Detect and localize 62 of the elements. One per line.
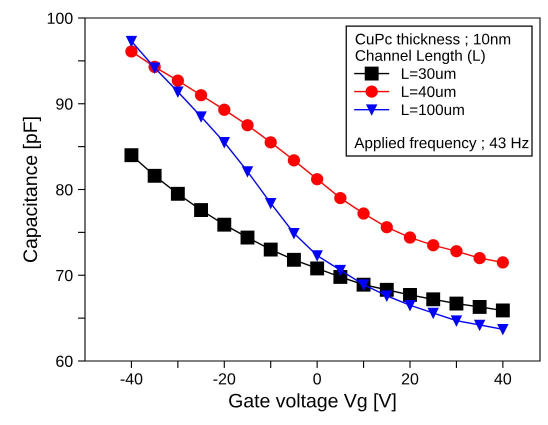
point (404, 231, 416, 244)
point (264, 242, 278, 256)
point (426, 292, 440, 306)
point (449, 296, 464, 310)
point (474, 252, 486, 264)
y-axis-title: Capacitance [pF] (22, 117, 41, 262)
point (196, 111, 206, 122)
point (125, 45, 138, 58)
point (357, 207, 370, 220)
point (124, 148, 138, 162)
point (404, 300, 416, 311)
point (218, 104, 230, 116)
y-tick-label: 80 (56, 184, 73, 196)
point (334, 192, 346, 204)
point (288, 154, 300, 166)
point (472, 300, 487, 314)
point (265, 198, 276, 208)
point (451, 315, 462, 326)
point (403, 288, 417, 302)
point (194, 203, 208, 218)
point (194, 89, 208, 102)
x-axis-title: Gate voltage Vg [V] (229, 393, 396, 412)
point (286, 252, 301, 267)
point (496, 256, 509, 268)
point (312, 250, 322, 261)
point (126, 36, 137, 46)
point (172, 74, 184, 87)
point (241, 119, 254, 132)
point (335, 264, 346, 276)
legend-label: L=30um (402, 68, 456, 80)
point (498, 324, 508, 335)
y-tick-label: 100 (48, 12, 73, 24)
y-tick-label: 70 (56, 270, 73, 282)
legend-label: L=100um (402, 104, 464, 116)
point (380, 221, 393, 234)
x-tick-label: -20 (213, 373, 236, 385)
point (474, 320, 485, 330)
legend-title: CuPc thickness ; 10nm Channel Length (L) (356, 33, 510, 64)
point (172, 86, 184, 98)
point (219, 137, 230, 148)
x-tick-label: 20 (402, 373, 418, 385)
x-tick-label: -40 (120, 373, 142, 385)
point (450, 245, 463, 258)
point (264, 136, 277, 148)
point (311, 173, 324, 186)
point (240, 230, 254, 244)
point (428, 308, 438, 318)
point (217, 218, 232, 232)
point (427, 239, 440, 252)
point (242, 166, 253, 177)
point (170, 186, 185, 201)
point (148, 168, 162, 183)
legend-label: L=40um (402, 86, 456, 98)
point (382, 290, 392, 302)
y-tick-label: 60 (56, 356, 73, 367)
point (288, 228, 300, 239)
x-tick-label: 40 (494, 373, 512, 385)
y-tick-label: 90 (56, 98, 73, 110)
x-tick-label: 0 (313, 373, 321, 385)
point (310, 261, 324, 276)
annotation: Applied frequency ; 43 Hz (354, 137, 528, 152)
point (496, 303, 510, 318)
